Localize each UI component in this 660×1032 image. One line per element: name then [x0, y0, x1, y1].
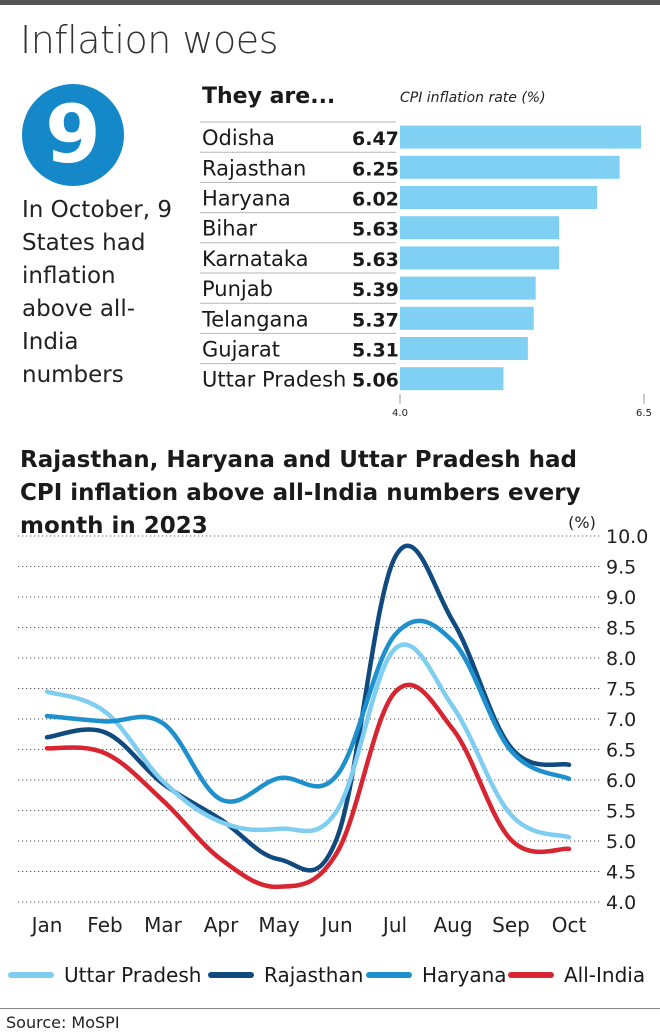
series-line-rajasthan — [44, 543, 572, 873]
line-chart-legend: Uttar Pradesh Rajasthan Haryana All-Indi… — [8, 960, 658, 990]
source-note: Source: MoSPI — [0, 1008, 660, 1032]
state-label: Haryana — [202, 187, 291, 211]
y-tick-label: 9.0 — [606, 587, 636, 609]
y-tick-label: 7.0 — [606, 709, 636, 731]
bar-value-label: 5.37 — [352, 309, 399, 331]
x-tick-label: Aug — [433, 913, 472, 937]
legend-label: Haryana — [422, 963, 507, 987]
series-line-all-india — [44, 682, 572, 890]
bar-chart-title: CPI inflation rate (%) — [400, 90, 546, 106]
series-line-uttar-pradesh — [44, 642, 572, 840]
state-label: Gujarat — [202, 338, 280, 362]
legend-item-uttar-pradesh: Uttar Pradesh — [8, 960, 201, 990]
source-text: Source: MoSPI — [6, 1013, 120, 1032]
y-tick-label: 7.5 — [606, 679, 636, 701]
state-inflation-bar-chart: Odisha 6.47 Rajasthan 6.25 Haryana 6.02 Bihar 5… — [200, 121, 652, 419]
y-tick-label: 9.5 — [606, 557, 636, 579]
y-tick-label: 4.0 — [606, 892, 636, 914]
state-label: Rajasthan — [202, 156, 306, 180]
bar — [400, 246, 560, 270]
state-label: Karnataka — [202, 247, 308, 271]
bar — [400, 216, 560, 240]
y-tick-label: 8.0 — [606, 648, 636, 670]
state-label: Odisha — [202, 126, 275, 150]
bar-value-label: 5.39 — [352, 279, 399, 301]
y-tick-label: 6.0 — [606, 770, 636, 792]
y-tick-label: 4.5 — [606, 862, 636, 884]
x-tick-label: Feb — [87, 913, 122, 937]
top-rule — [0, 0, 660, 5]
legend-label: Uttar Pradesh — [64, 963, 202, 987]
legend-label: Rajasthan — [264, 963, 364, 987]
legend-item-haryana: Haryana — [366, 960, 507, 990]
callout-text: In October, 9 States had inflation above… — [22, 197, 172, 388]
x-tick-label: Jul — [381, 913, 407, 937]
x-tick-label: Jan — [30, 913, 63, 937]
legend-swatch — [366, 972, 412, 978]
x-tick-label: 6.5 — [636, 408, 652, 419]
x-tick-label: Sep — [492, 913, 530, 937]
legend-swatch — [8, 972, 54, 978]
y-tick-label: 5.0 — [606, 831, 636, 853]
bar — [400, 186, 598, 209]
y-tick-label: 5.5 — [606, 801, 636, 823]
bar-value-label: 5.06 — [352, 370, 399, 392]
bar — [400, 337, 528, 360]
y-tick-label: 8.5 — [606, 618, 636, 640]
bar-chart-heading: They are... — [202, 84, 336, 109]
bar — [400, 125, 642, 149]
legend-swatch — [208, 972, 254, 978]
state-label: Uttar Pradesh — [202, 368, 346, 392]
line-chart-title: Rajasthan, Haryana and Uttar Pradesh had… — [20, 447, 581, 539]
bar — [400, 155, 620, 179]
x-tick-label: May — [258, 913, 300, 937]
x-tick-label: Apr — [204, 913, 239, 937]
bar-value-label: 5.63 — [352, 219, 399, 241]
bar-value-label: 6.47 — [352, 128, 399, 150]
callout-number-badge: 9 — [22, 84, 124, 186]
state-label: Bihar — [202, 217, 257, 241]
bar — [400, 306, 534, 330]
bar — [400, 276, 536, 300]
x-tick-label: 4.0 — [392, 408, 408, 419]
bar-value-label: 6.02 — [352, 189, 399, 211]
y-tick-label: 6.5 — [606, 740, 636, 762]
legend-item-rajasthan: Rajasthan — [208, 960, 363, 990]
y-tick-label: 10.0 — [606, 526, 648, 548]
bar-value-label: 5.31 — [352, 340, 399, 362]
state-label: Telangana — [201, 307, 309, 331]
x-tick-label: Oct — [552, 913, 587, 937]
legend-item-all-india: All-India — [508, 960, 645, 990]
legend-label: All-India — [564, 963, 646, 987]
bar-value-label: 5.63 — [352, 249, 399, 271]
x-tick-label: Mar — [144, 913, 183, 937]
bar-value-label: 6.25 — [352, 158, 399, 180]
page-title: Inflation woes — [20, 18, 278, 62]
bar — [400, 367, 504, 391]
x-tick-label: Jun — [319, 913, 352, 937]
series-line-haryana — [44, 618, 572, 804]
legend-swatch — [508, 972, 554, 978]
y-axis-label: (%) — [568, 513, 596, 532]
state-label: Punjab — [202, 277, 273, 301]
